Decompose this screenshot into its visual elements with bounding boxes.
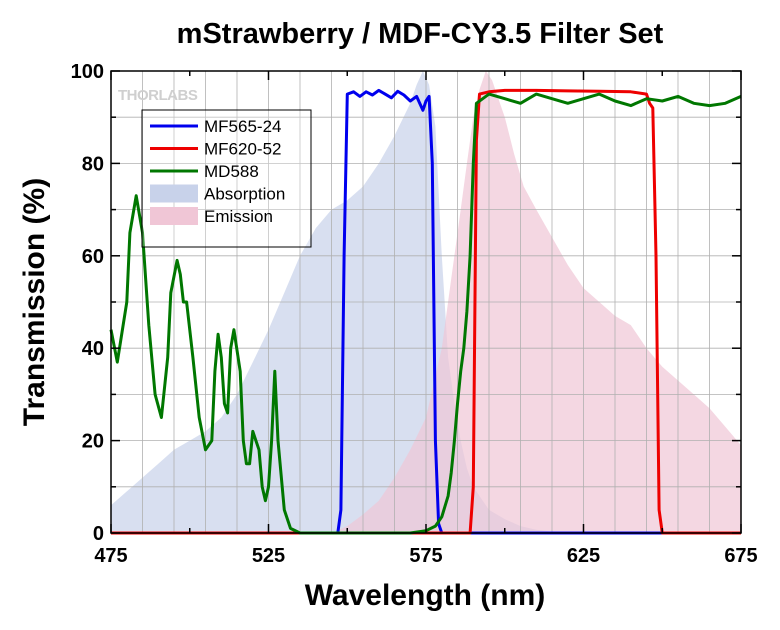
y-tick-label: 60 [82,246,104,268]
legend-label-md588: MD588 [204,162,259,181]
md588-line [109,92,742,535]
axis-ticks [110,70,742,534]
legend-label-absorption: Absorption [204,185,285,204]
watermark-text: THORLABS [118,87,198,104]
grid [111,71,741,533]
y-tick-label: 80 [82,153,104,175]
mf565-24-line [111,88,741,535]
x-tick-label: 475 [94,545,127,567]
x-axis-label: Wavelength (nm) [305,579,546,612]
x-tick-label: 675 [724,545,757,567]
x-tick-label: 575 [409,545,442,567]
chart-title: mStrawberry / MDF-CY3.5 Filter Set [177,18,664,50]
legend: MF565-24 MF620-52 MD588 Absorption Emission [141,109,312,248]
legend-swatch-absorption [150,184,198,203]
legend-label-mf620-52: MF620-52 [204,140,281,159]
legend-label-mf565-24: MF565-24 [204,117,281,136]
y-tick-labels: 0 20 40 60 80 100 [71,61,104,545]
y-tick-label: 0 [93,523,104,545]
y-tick-label: 100 [71,61,104,83]
x-tick-label: 625 [567,545,600,567]
y-axis-label: Transmission (%) [18,178,51,426]
y-tick-label: 20 [82,431,104,453]
thorlabs-watermark: THORLABS [118,87,198,104]
legend-swatch-emission [150,207,198,225]
y-tick-label: 40 [82,338,104,360]
legend-label-emission: Emission [204,207,273,226]
line-series-group [109,88,742,535]
x-tick-labels: 475 525 575 625 675 [94,545,757,567]
mf620-52-line [111,88,741,535]
x-tick-label: 525 [252,545,285,567]
